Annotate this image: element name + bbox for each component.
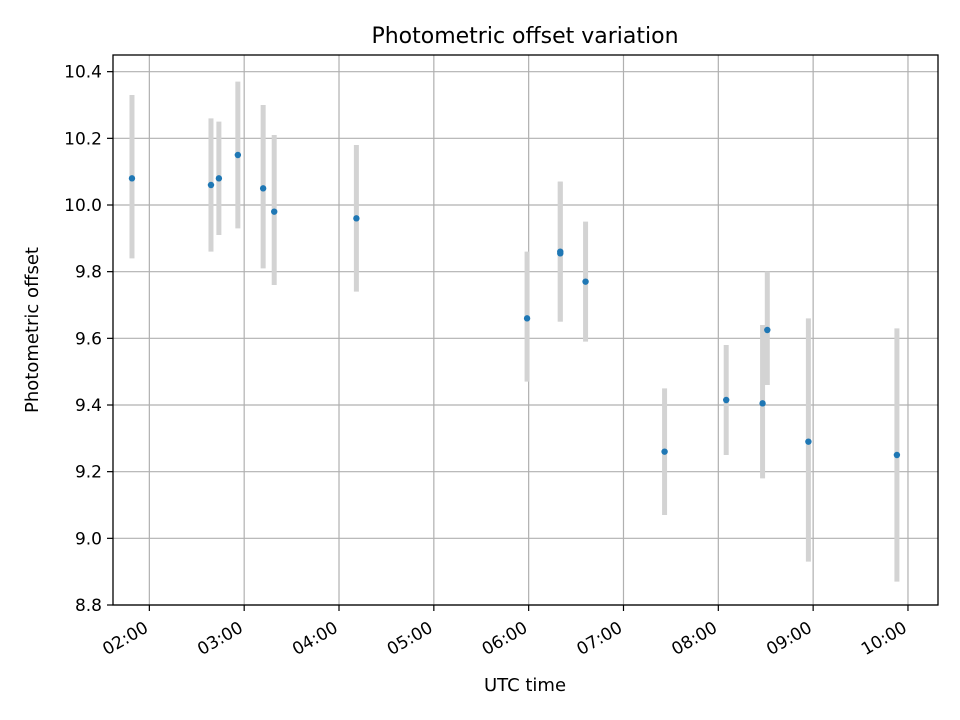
y-tick-label: 9.6: [75, 329, 102, 349]
data-point: [723, 396, 730, 404]
y-tick-label: 10.4: [64, 63, 102, 83]
data-point: [893, 451, 901, 459]
data-point: [557, 250, 564, 257]
y-tick-label: 9.2: [75, 463, 102, 483]
data-point: [661, 448, 668, 455]
data-point: [764, 326, 771, 334]
plot-frame: [112, 54, 939, 606]
data-point: [805, 438, 812, 445]
data-point: [207, 181, 215, 189]
data-point: [759, 400, 766, 407]
data-point: [215, 175, 223, 182]
data-point: [582, 278, 589, 285]
y-tick-label: 9.4: [75, 396, 102, 416]
data-points: [128, 151, 901, 459]
y-axis-ticks: 8.8 9.0 9.2 9.4 9.6 9.8 10.0 10.2 10.4: [64, 63, 113, 616]
data-point: [259, 185, 267, 192]
data-point: [128, 175, 136, 182]
y-tick-label: 8.8: [75, 596, 102, 616]
x-axis-label: UTC time: [484, 675, 566, 696]
y-tick-label: 10.2: [64, 129, 102, 149]
data-point: [234, 151, 242, 159]
y-axis-label: Photometric offset: [22, 247, 43, 413]
data-point: [271, 208, 278, 215]
data-point: [523, 315, 531, 322]
chart-title: Photometric offset variation: [371, 24, 678, 49]
y-tick-label: 9.8: [75, 263, 102, 283]
y-tick-label: 9.0: [75, 529, 102, 549]
y-tick-label: 10.0: [64, 196, 102, 216]
data-point: [353, 215, 360, 222]
